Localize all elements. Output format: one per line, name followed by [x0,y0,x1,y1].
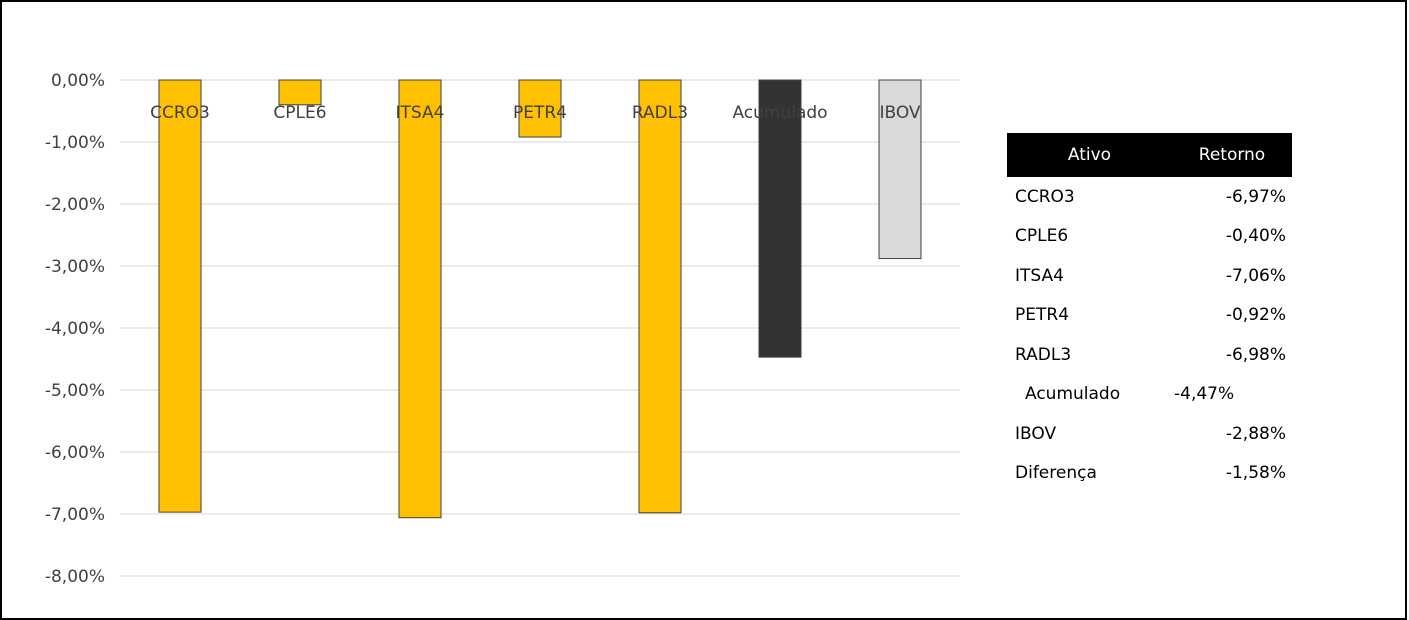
row-ativo: Acumulado [1025,384,1121,405]
bar-ccro3 [158,79,202,513]
table-row: ITSA4 -7,06% [1007,256,1292,296]
row-retorno: -0,40% [1225,226,1286,247]
bar-acumulado [758,79,802,358]
x-category-label: ITSA4 [396,103,445,123]
bar-chart: 0,00% -1,00% -2,00% -3,00% -4,00% -5,00% -6,00… [45,71,960,587]
bar-cple6 [278,79,322,106]
row-retorno: -6,98% [1225,344,1286,365]
row-ativo: ITSA4 [1015,265,1064,286]
returns-table: Ativo Retorno CCRO3 -6,97% CPLE6 -0,40% … [1007,133,1292,493]
y-tick-label: -6,00% [45,443,105,463]
header-retorno: Retorno [1198,145,1266,165]
row-ativo: PETR4 [1015,305,1070,326]
y-tick-label: 0,00% [51,71,105,91]
x-category-label: IBOV [879,103,920,123]
table-header: Ativo Retorno [1007,133,1292,177]
row-retorno: -2,88% [1225,423,1286,444]
row-ativo: Diferença [1015,463,1097,484]
row-retorno: -0,92% [1225,305,1286,326]
header-ativo: Ativo [1067,145,1112,165]
row-retorno: -1,58% [1225,463,1286,484]
y-tick-label: -2,00% [45,195,105,215]
y-tick-label: -7,00% [45,505,105,525]
bar-petr4 [518,79,562,138]
bar-radl3 [638,79,682,514]
bar-itsa4 [398,79,442,519]
table-row: CPLE6 -0,40% [1007,217,1292,257]
bar-ibov [878,79,922,260]
table-row: RADL3 -6,98% [1007,335,1292,375]
x-category-label: RADL3 [632,103,688,123]
x-category-label: CCRO3 [150,103,210,123]
row-ativo: RADL3 [1015,344,1072,365]
y-tick-label: -3,00% [45,257,105,277]
y-tick-label: -5,00% [45,381,105,401]
x-category-label: CPLE6 [273,103,326,123]
row-ativo: IBOV [1015,423,1057,444]
row-ativo: CCRO3 [1015,186,1075,207]
row-retorno: -4,47% [1174,384,1235,405]
table-row: Diferença -1,58% [1007,454,1292,494]
y-tick-label: -1,00% [45,133,105,153]
y-tick-label: -8,00% [45,567,105,587]
y-tick-label: -4,00% [45,319,105,339]
table-row: PETR4 -0,92% [1007,296,1292,336]
table-row: CCRO3 -6,97% [1007,177,1292,217]
table-row: IBOV -2,88% [1007,414,1292,454]
table-row: Acumulado -4,47% [1007,375,1292,415]
x-category-label: Acumulado [732,103,827,123]
x-category-label: PETR4 [513,103,567,123]
row-retorno: -6,97% [1225,186,1286,207]
row-ativo: CPLE6 [1015,226,1069,247]
row-retorno: -7,06% [1225,265,1286,286]
